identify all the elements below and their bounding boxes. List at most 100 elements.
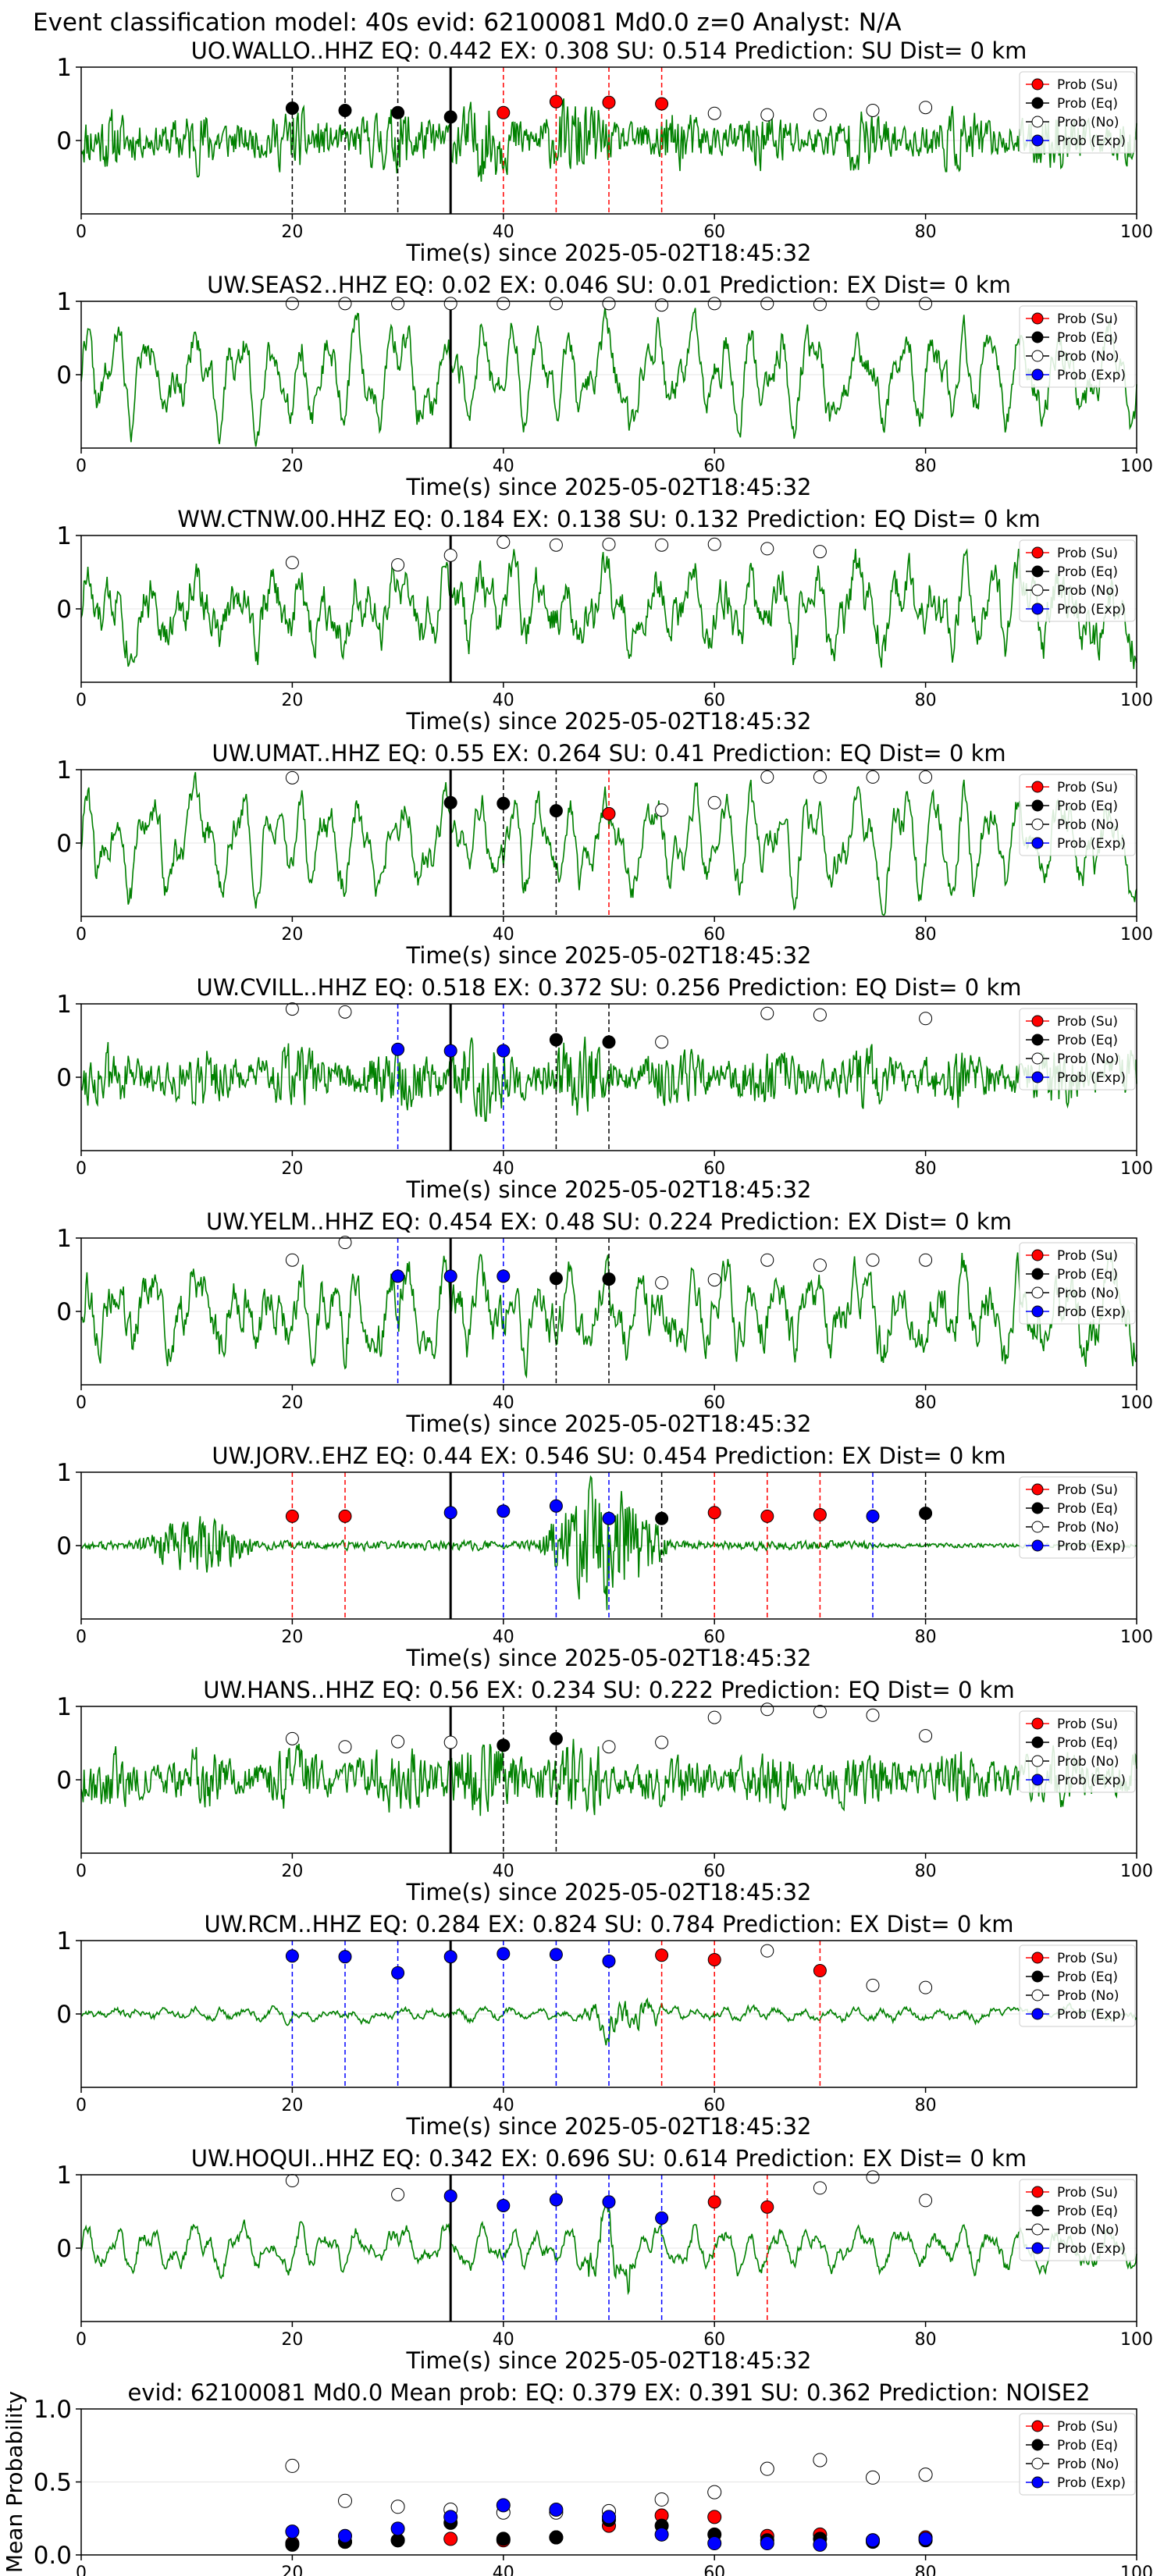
prob-point-no-9-0	[285, 2174, 299, 2188]
prob-point-exp-8-6	[602, 1954, 616, 1968]
legend-box-2	[1019, 539, 1136, 622]
xtick-label-4-0: 0	[76, 1159, 87, 1179]
xtick-label-9-5: 100	[1120, 2330, 1153, 2350]
prob-point-no-3-5	[655, 803, 669, 817]
prob-point-eq-3-1	[443, 795, 457, 809]
xtick-label-5-0: 0	[76, 1393, 87, 1413]
xtick-label-5-3: 60	[703, 1393, 725, 1413]
legend-marker-eq-0	[1031, 97, 1044, 109]
mean-prob-point-no-8	[707, 2485, 722, 2500]
legend-label-exp-1: Prob (Exp)	[1057, 368, 1126, 383]
xtick-label-7-3: 60	[703, 1862, 725, 1881]
prob-point-no-5-0	[285, 1253, 299, 1267]
legend-label-exp-3: Prob (Exp)	[1057, 836, 1126, 852]
legend-label-su-4: Prob (Su)	[1057, 1014, 1118, 1030]
legend-marker-exp-0	[1031, 134, 1044, 147]
x-axis-label-4: Time(s) since 2025-05-02T18:45:32	[406, 1176, 812, 1203]
prob-point-eq-0-0	[285, 101, 299, 116]
prob-point-no-1-5	[549, 297, 563, 311]
legend-label-no-3: Prob (No)	[1057, 817, 1119, 833]
prob-point-no-8-11	[866, 1978, 880, 1992]
legend-label-exp-4: Prob (Exp)	[1057, 1070, 1126, 1086]
ytick-label-1-1: 1	[56, 288, 72, 316]
legend-marker-eq-6	[1031, 1502, 1044, 1514]
legend-box-8	[1019, 1944, 1136, 2027]
prob-point-no-4-1	[338, 1005, 352, 1019]
x-axis-label-9: Time(s) since 2025-05-02T18:45:32	[406, 2347, 812, 2374]
legend-label-eq-4: Prob (Eq)	[1057, 1033, 1118, 1048]
legend-label-no-9: Prob (No)	[1057, 2222, 1119, 2238]
xtick-label-10-4: 80	[915, 2564, 937, 2576]
prob-point-no-3-6	[707, 795, 721, 809]
xtick-label-1-5: 100	[1120, 457, 1153, 476]
prob-point-no-3-8	[813, 770, 827, 784]
prob-point-no-2-7	[707, 537, 721, 551]
ytick-label-5-0: 0	[56, 1298, 72, 1326]
prob-point-no-2-9	[813, 545, 827, 559]
panel-7: UW.HANS..HHZ EQ: 0.56 EX: 0.234 SU: 0.22…	[56, 1677, 1153, 1905]
ytick-label-10-2: 1.0	[34, 2396, 72, 2424]
prob-point-no-1-4	[497, 297, 511, 311]
prob-point-exp-6-2	[443, 1506, 457, 1520]
waveform-1	[80, 306, 1137, 447]
legend-marker-su-2	[1031, 546, 1044, 559]
panel-1: UW.SEAS2..HHZ EQ: 0.02 EX: 0.046 SU: 0.0…	[56, 272, 1153, 500]
legend-marker-no-9	[1031, 2223, 1044, 2236]
legend-marker-exp-3	[1031, 837, 1044, 849]
legend-marker-no-2	[1031, 584, 1044, 596]
xtick-label-3-5: 100	[1120, 925, 1153, 945]
ytick-label-10-0: 0.0	[34, 2542, 72, 2570]
xtick-label-2-3: 60	[703, 691, 725, 710]
ytick-label-9-1: 1	[56, 2161, 72, 2190]
mean-prob-point-exp-12	[918, 2532, 933, 2546]
prob-point-su-6-7	[707, 1506, 721, 1520]
prob-point-no-7-12	[919, 1729, 933, 1743]
prob-point-eq-7-5	[549, 1731, 563, 1745]
prob-point-no-1-3	[443, 297, 457, 311]
x-axis-label-0: Time(s) since 2025-05-02T18:45:32	[406, 240, 812, 266]
prob-point-no-2-6	[655, 538, 669, 552]
legend-marker-exp-4	[1031, 1071, 1044, 1083]
legend-label-no-5: Prob (No)	[1057, 1286, 1119, 1301]
prob-point-no-5-7	[655, 1276, 669, 1290]
panel-title-1: UW.SEAS2..HHZ EQ: 0.02 EX: 0.046 SU: 0.0…	[207, 272, 1011, 298]
panel-2: WW.CTNW.00.HHZ EQ: 0.184 EX: 0.138 SU: 0…	[56, 506, 1153, 735]
legend-marker-no-1	[1031, 350, 1044, 362]
legend-marker-eq-4	[1031, 1034, 1044, 1046]
mean-prob-point-no-12	[918, 2467, 933, 2482]
legend-label-eq-1: Prob (Eq)	[1057, 330, 1118, 346]
prob-point-no-7-8	[707, 1710, 721, 1724]
ytick-label-3-0: 0	[56, 830, 72, 858]
legend-box-5	[1019, 1242, 1136, 1325]
prob-point-eq-5-6	[602, 1272, 616, 1286]
panel-8: UW.RCM..HHZ EQ: 0.284 EX: 0.824 SU: 0.78…	[56, 1911, 1137, 2140]
legend-box-0	[1019, 71, 1136, 154]
xtick-label-6-1: 20	[281, 1628, 303, 1647]
prob-point-exp-6-3	[497, 1504, 511, 1518]
prob-point-exp-8-5	[549, 1948, 563, 1962]
prob-point-su-0-4	[497, 105, 511, 119]
prob-point-exp-9-5	[602, 2195, 616, 2209]
legend-marker-no-8	[1031, 1989, 1044, 2001]
legend-label-eq-10: Prob (Eq)	[1057, 2438, 1118, 2453]
mean-prob-point-exp-0	[285, 2524, 300, 2539]
prob-point-su-6-0	[285, 1509, 299, 1523]
legend-marker-no-5	[1031, 1286, 1044, 1299]
prob-point-su-6-9	[813, 1508, 827, 1522]
mean-prob-point-no-2	[390, 2500, 405, 2514]
mean-prob-point-no-7	[654, 2492, 669, 2507]
figure-title: Event classification model: 40s evid: 62…	[33, 9, 902, 37]
mean-prob-point-exp-10	[813, 2537, 828, 2552]
xtick-label-8-1: 20	[281, 2096, 303, 2115]
mean-prob-point-exp-5	[549, 2503, 564, 2517]
xtick-label-5-2: 40	[493, 1393, 514, 1413]
xtick-label-4-3: 60	[703, 1159, 725, 1179]
panel-0: UO.WALLO..HHZ EQ: 0.442 EX: 0.308 SU: 0.…	[56, 37, 1153, 266]
prob-point-no-4-10	[919, 1012, 933, 1026]
prob-point-no-1-2	[391, 297, 405, 311]
prob-point-su-0-7	[655, 97, 669, 111]
legend-marker-no-4	[1031, 1052, 1044, 1065]
xtick-label-0-2: 40	[493, 222, 514, 242]
legend-marker-eq-5	[1031, 1268, 1044, 1280]
